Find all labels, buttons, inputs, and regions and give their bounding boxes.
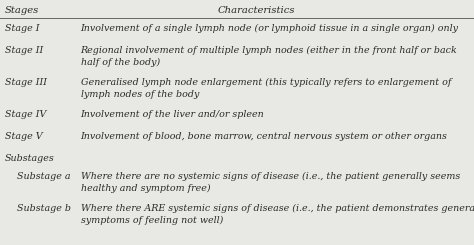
Text: Substage a: Substage a bbox=[17, 172, 71, 181]
Text: Generalised lymph node enlargement (this typically refers to enlargement of
lymp: Generalised lymph node enlargement (this… bbox=[81, 78, 451, 98]
Text: Stage IV: Stage IV bbox=[5, 110, 46, 119]
Text: Involvement of blood, bone marrow, central nervous system or other organs: Involvement of blood, bone marrow, centr… bbox=[81, 132, 447, 141]
Text: Substage b: Substage b bbox=[17, 204, 71, 213]
Text: Regional involvement of multiple lymph nodes (either in the front half or back
h: Regional involvement of multiple lymph n… bbox=[81, 46, 457, 67]
Text: Stage I: Stage I bbox=[5, 24, 39, 33]
Text: Involvement of the liver and/or spleen: Involvement of the liver and/or spleen bbox=[81, 110, 264, 119]
Text: Substages: Substages bbox=[5, 154, 55, 163]
Text: Where there ARE systemic signs of disease (i.e., the patient demonstrates genera: Where there ARE systemic signs of diseas… bbox=[81, 204, 474, 225]
Text: Stage II: Stage II bbox=[5, 46, 43, 55]
Text: Characteristics: Characteristics bbox=[217, 6, 295, 15]
Text: Stage III: Stage III bbox=[5, 78, 47, 87]
Text: Involvement of a single lymph node (or lymphoid tissue in a single organ) only: Involvement of a single lymph node (or l… bbox=[81, 24, 458, 33]
Text: Stages: Stages bbox=[5, 6, 39, 15]
Text: Where there are no systemic signs of disease (i.e., the patient generally seems
: Where there are no systemic signs of dis… bbox=[81, 172, 460, 193]
Text: Stage V: Stage V bbox=[5, 132, 43, 141]
